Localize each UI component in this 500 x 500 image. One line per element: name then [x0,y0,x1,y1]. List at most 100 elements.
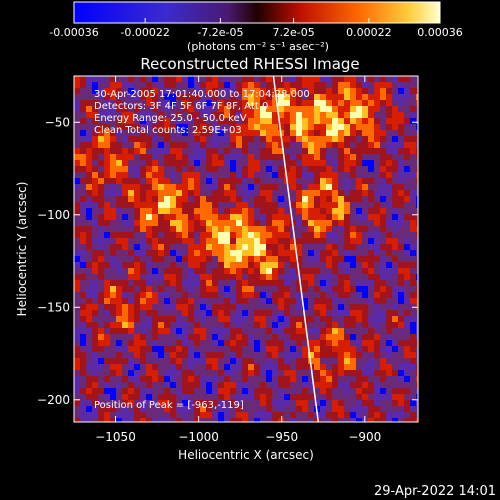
heatmap-cell [350,214,357,221]
heatmap-cell [170,172,177,179]
heatmap-cell [356,376,363,383]
heatmap-cell [140,334,147,341]
heatmap-cell [416,376,418,383]
heatmap-cell [212,202,219,209]
heatmap-cell [212,298,219,305]
heatmap-cell [224,88,231,95]
heatmap-cell [284,220,291,227]
heatmap-cell [92,256,99,263]
heatmap-cell [194,256,201,263]
heatmap-cell [158,172,165,179]
heatmap-cell [152,88,159,95]
heatmap-cell [350,322,357,329]
heatmap-cell [302,280,309,287]
heatmap-cell [374,358,381,365]
heatmap-cell [164,388,171,395]
heatmap-cell [176,184,183,191]
heatmap-cell [254,112,261,119]
heatmap-cell [272,274,279,281]
heatmap-cell [356,256,363,263]
heatmap-cell [404,184,411,191]
y-axis-label: Heliocentric Y (arcsec) [15,182,29,317]
heatmap-cell [266,334,273,341]
heatmap-cell [320,76,327,83]
heatmap-cell [290,244,297,251]
heatmap-cell [350,136,357,143]
heatmap-cell [404,172,411,179]
heatmap-cell [140,310,147,317]
heatmap-cell [224,238,231,245]
heatmap-cell [152,376,159,383]
heatmap-cell [380,130,387,137]
heatmap-cell [74,364,81,371]
heatmap-cell [320,418,327,422]
heatmap-cell [296,334,303,341]
heatmap-cell [254,130,261,137]
heatmap-cell [212,364,219,371]
heatmap-cell [134,286,141,293]
heatmap-cell [146,388,153,395]
heatmap-cell [152,136,159,143]
heatmap-cell [350,400,357,407]
heatmap-cell [290,418,297,422]
heatmap-cell [182,232,189,239]
heatmap-cell [398,100,405,107]
heatmap-cell [284,154,291,161]
heatmap-cell [182,418,189,422]
heatmap-cell [242,166,249,173]
heatmap-cell [110,418,117,422]
heatmap-cell [152,310,159,317]
heatmap-cell [224,322,231,329]
heatmap-cell [158,94,165,101]
heatmap-cell [230,220,237,227]
heatmap-cell [296,418,303,422]
heatmap-cell [314,280,321,287]
heatmap-cell [200,274,207,281]
heatmap-cell [170,160,177,167]
heatmap-cell [236,82,243,89]
heatmap-cell [368,388,375,395]
heatmap-cell [392,214,399,221]
heatmap-cell [188,208,195,215]
heatmap-cell [248,124,255,131]
heatmap-cell [326,310,333,317]
heatmap-cell [266,130,273,137]
heatmap-cell [140,412,147,419]
heatmap-cell [350,124,357,131]
heatmap-cell [260,166,267,173]
heatmap-cell [302,334,309,341]
heatmap-cell [92,406,99,413]
heatmap-cell [176,322,183,329]
heatmap-cell [338,292,345,299]
heatmap-cell [254,370,261,377]
heatmap-cell [368,346,375,353]
heatmap-cell [314,208,321,215]
heatmap-cell [158,394,165,401]
heatmap-cell [86,256,93,263]
heatmap-cell [278,178,285,185]
heatmap-cell [224,220,231,227]
heatmap-cell [362,196,369,203]
heatmap-cell [218,178,225,185]
heatmap-cell [206,352,213,359]
heatmap-cell [80,130,87,137]
heatmap-cell [200,124,207,131]
heatmap-cell [98,388,105,395]
heatmap-cell [290,364,297,371]
heatmap-cell [224,208,231,215]
heatmap-cell [182,280,189,287]
heatmap-cell [266,178,273,185]
x-axis-ticks: −1050 −1000 −950 −900 [95,76,381,444]
heatmap-cell [146,412,153,419]
heatmap-cell [176,334,183,341]
heatmap-cell [158,184,165,191]
heatmap-cell [302,400,309,407]
heatmap-cell [308,238,315,245]
heatmap-cell [110,358,117,365]
heatmap-cell [266,376,273,383]
heatmap-cell [332,106,339,113]
heatmap-cell [92,172,99,179]
heatmap-cell [416,316,418,323]
heatmap-cell [392,202,399,209]
heatmap-cell [104,352,111,359]
